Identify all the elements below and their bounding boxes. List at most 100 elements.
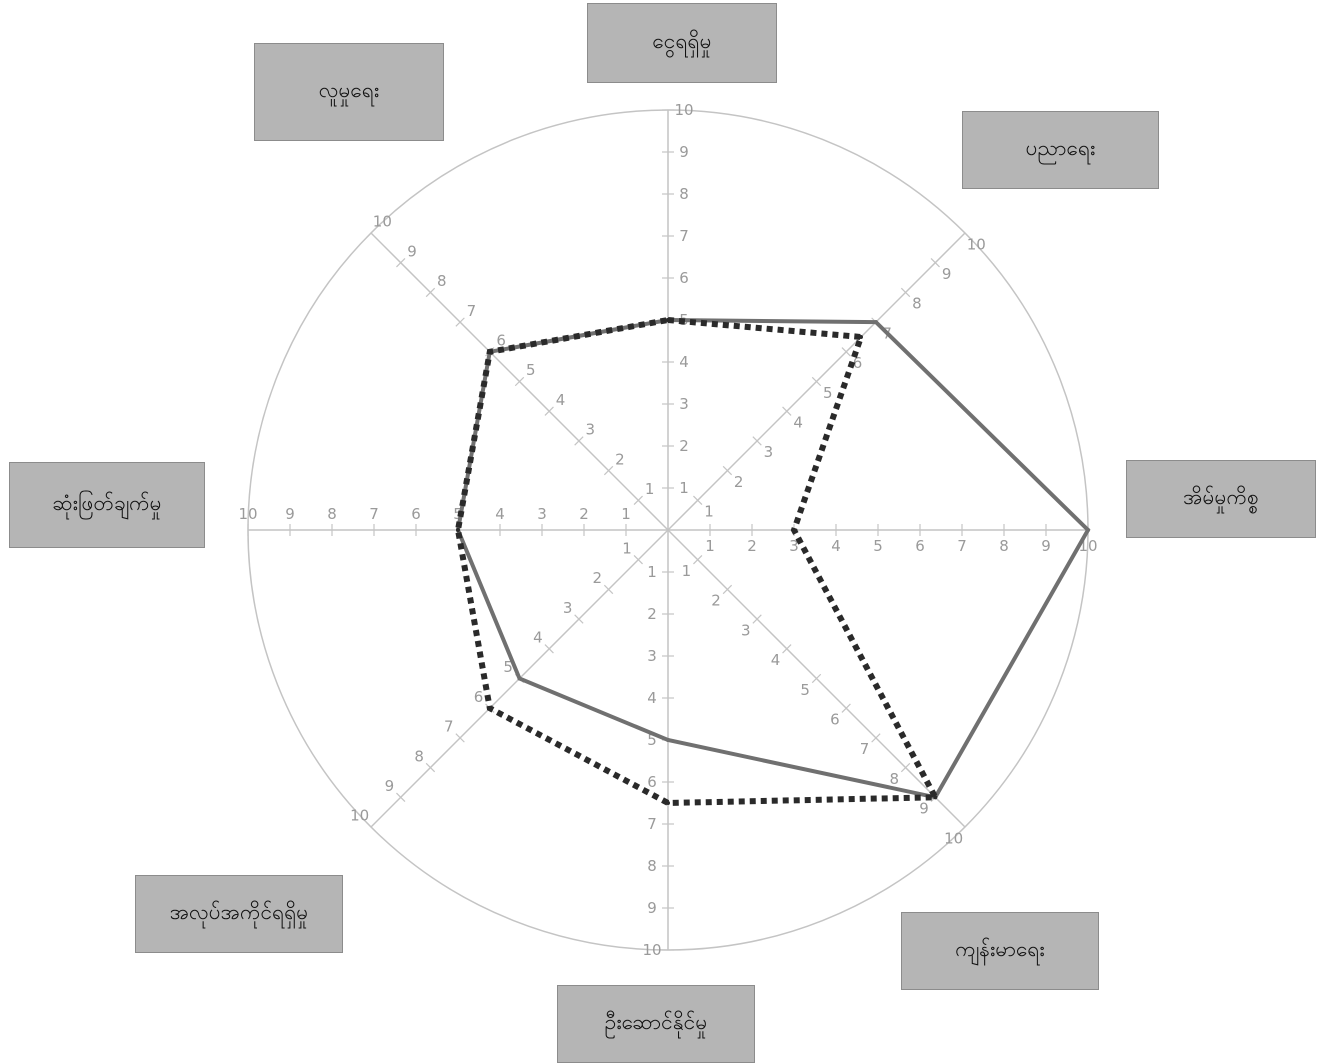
tick-label-1-4: 4 — [793, 414, 803, 432]
tick-label-0-3: 3 — [679, 395, 689, 413]
axis-tick-7-9 — [396, 258, 406, 268]
axis-tick-3-10 — [960, 822, 970, 832]
tick-label-6-6: 6 — [411, 505, 421, 523]
tick-label-0-1: 1 — [679, 479, 689, 497]
axis-tick-1-4 — [782, 406, 792, 416]
axis-tick-5-7 — [455, 733, 465, 743]
tick-label-2-7: 7 — [957, 537, 967, 555]
axis-tick-7-7 — [455, 317, 465, 327]
tick-label-3-4: 4 — [771, 651, 781, 669]
tick-label-3-8: 8 — [890, 770, 900, 788]
axis-tick-7-5 — [514, 376, 525, 387]
tick-label-5-10: 10 — [350, 807, 369, 825]
tick-label-2-4: 4 — [831, 537, 841, 555]
axis-label-leadership: ဦးဆောင်နိုင်မှု — [557, 985, 755, 1063]
tick-label-6-10: 10 — [238, 505, 257, 523]
tick-label-5-1: 1 — [622, 539, 632, 557]
axis-label-housework: အိမ်မှုကိစ္စ — [1126, 460, 1316, 538]
tick-label-6-8: 8 — [327, 505, 337, 523]
tick-label-0-8: 8 — [679, 185, 689, 203]
axis-tick-3-5 — [811, 673, 822, 684]
tick-label-5-8: 8 — [414, 747, 424, 765]
tick-label-7-10: 10 — [373, 213, 392, 231]
tick-label-1-2: 2 — [734, 473, 744, 491]
tick-label-1-10: 10 — [967, 235, 986, 253]
tick-label-0-6: 6 — [679, 269, 689, 287]
tick-label-4-7: 7 — [647, 815, 657, 833]
axis-tick-7-3 — [574, 436, 584, 446]
axis-tick-1-2 — [722, 465, 733, 476]
axis-tick-3-2 — [722, 584, 733, 595]
axis-label-education: ပညာရေး — [962, 111, 1159, 189]
axis-tick-7-1 — [633, 495, 643, 505]
tick-label-3-10: 10 — [944, 829, 963, 847]
axis-tick-3-6 — [841, 703, 851, 713]
tick-label-5-4: 4 — [533, 628, 543, 646]
axis-tick-1-5 — [811, 376, 822, 387]
axis-tick-5-9 — [396, 792, 406, 802]
tick-label-1-6: 6 — [853, 354, 863, 372]
tick-label-2-9: 9 — [1041, 537, 1051, 555]
tick-label-3-1: 1 — [682, 562, 692, 580]
tick-label-6-7: 7 — [369, 505, 379, 523]
tick-label-3-9: 9 — [919, 800, 929, 818]
tick-label-5-7: 7 — [444, 718, 454, 736]
axis-tick-3-8 — [900, 762, 911, 773]
tick-label-7-4: 4 — [556, 391, 566, 409]
tick-label-0-2: 2 — [679, 437, 689, 455]
tick-label-3-7: 7 — [860, 740, 870, 758]
series-2-point-4 — [666, 801, 670, 805]
tick-label-4-1: 1 — [647, 563, 657, 581]
axis-tick-5-8 — [425, 762, 436, 773]
tick-label-0-4: 4 — [679, 353, 689, 371]
axis-tick-3-7 — [871, 733, 881, 743]
axis-tick-7-4 — [544, 406, 554, 416]
series-1-solid-line — [455, 317, 1091, 800]
series-1-point-5 — [517, 676, 522, 681]
tick-label-7-5: 5 — [526, 361, 536, 379]
axis-tick-5-4 — [544, 644, 554, 654]
series-2-point-5 — [487, 706, 492, 711]
series-1-point-4 — [666, 738, 670, 742]
tick-label-0-7: 7 — [679, 227, 689, 245]
axis-label-income: ငွေရရှိမှု — [587, 3, 777, 83]
tick-label-2-3: 3 — [789, 537, 799, 555]
tick-label-5-5: 5 — [503, 658, 513, 676]
tick-label-0-9: 9 — [679, 143, 689, 161]
series-2-point-2 — [792, 528, 796, 532]
axis-tick-1-9 — [930, 258, 940, 268]
tick-label-2-2: 2 — [747, 537, 757, 555]
tick-label-7-8: 8 — [437, 272, 447, 290]
axis-tick-3-3 — [752, 614, 762, 624]
tick-label-4-2: 2 — [647, 605, 657, 623]
tick-label-7-9: 9 — [407, 242, 417, 260]
axis-tick-5-2 — [603, 584, 614, 595]
axis-tick-3-4 — [782, 644, 792, 654]
tick-label-5-2: 2 — [593, 569, 603, 587]
tick-label-4-9: 9 — [647, 899, 657, 917]
axis-tick-5-3 — [574, 614, 584, 624]
tick-label-4-3: 3 — [647, 647, 657, 665]
axis-tick-1-8 — [900, 287, 911, 298]
axis-label-employment: အလုပ်အကိုင်ရရှိမှု — [135, 875, 343, 953]
tick-label-3-3: 3 — [741, 621, 751, 639]
axis-label-social: လူမှုရေး — [254, 43, 444, 141]
axis-tick-5-1 — [633, 555, 643, 565]
tick-label-7-2: 2 — [615, 450, 625, 468]
axis-tick-7-2 — [603, 465, 614, 476]
axis-label-decision-making: ဆုံးဖြတ်ချက်မှု — [9, 462, 205, 548]
series-layer — [454, 316, 1091, 807]
tick-label-7-1: 1 — [645, 480, 655, 498]
tick-label-2-5: 5 — [873, 537, 883, 555]
tick-label-1-3: 3 — [764, 443, 774, 461]
tick-label-4-8: 8 — [647, 857, 657, 875]
tick-label-0-10: 10 — [674, 101, 693, 119]
series-2-point-0 — [666, 318, 670, 322]
tick-label-4-10: 10 — [642, 941, 661, 959]
tick-label-2-1: 1 — [705, 537, 715, 555]
tick-label-4-6: 6 — [647, 773, 657, 791]
series-2-point-1 — [859, 335, 863, 339]
axis-tick-7-8 — [425, 287, 436, 298]
tick-label-4-4: 4 — [647, 689, 657, 707]
